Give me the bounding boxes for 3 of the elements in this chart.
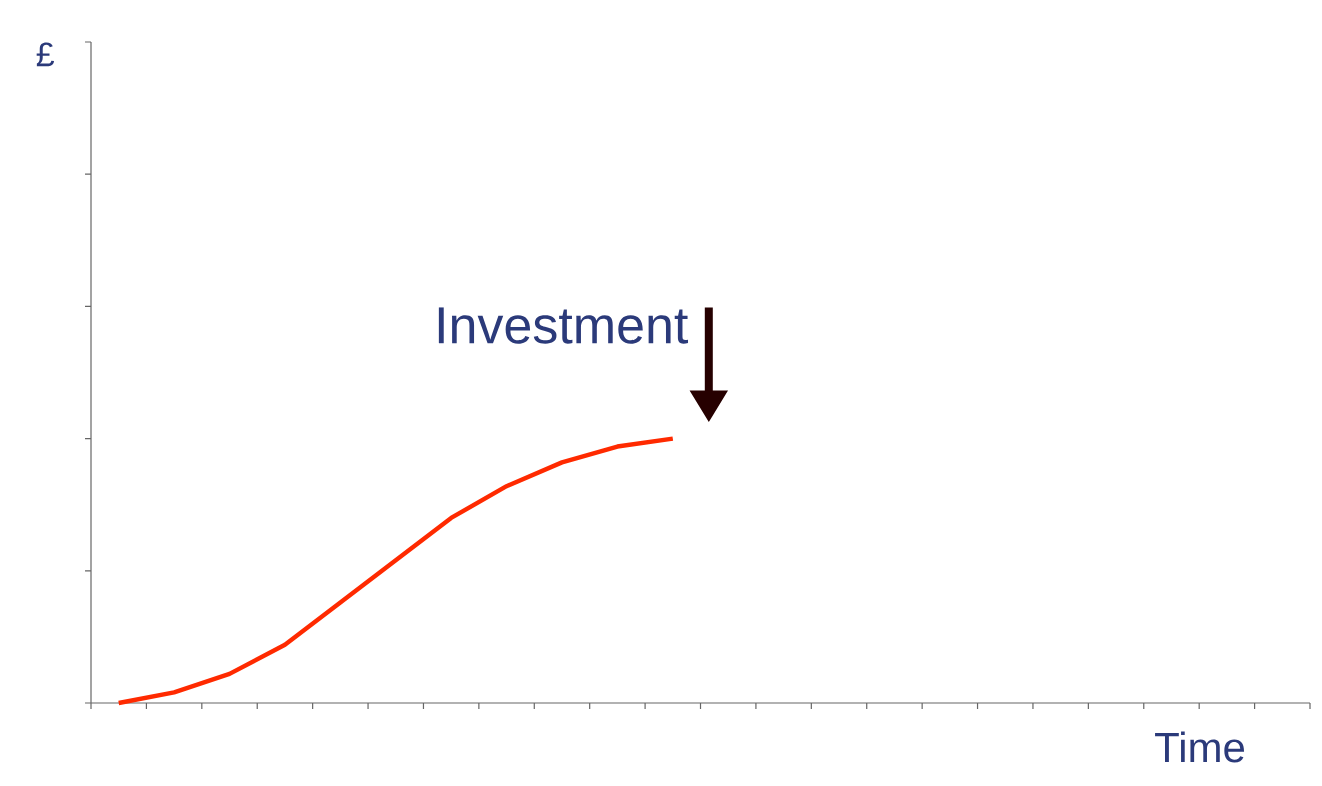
text: £ bbox=[36, 42, 55, 67]
text: Investment bbox=[438, 307, 689, 344]
x-axis-title: Time bbox=[1155, 731, 1245, 763]
